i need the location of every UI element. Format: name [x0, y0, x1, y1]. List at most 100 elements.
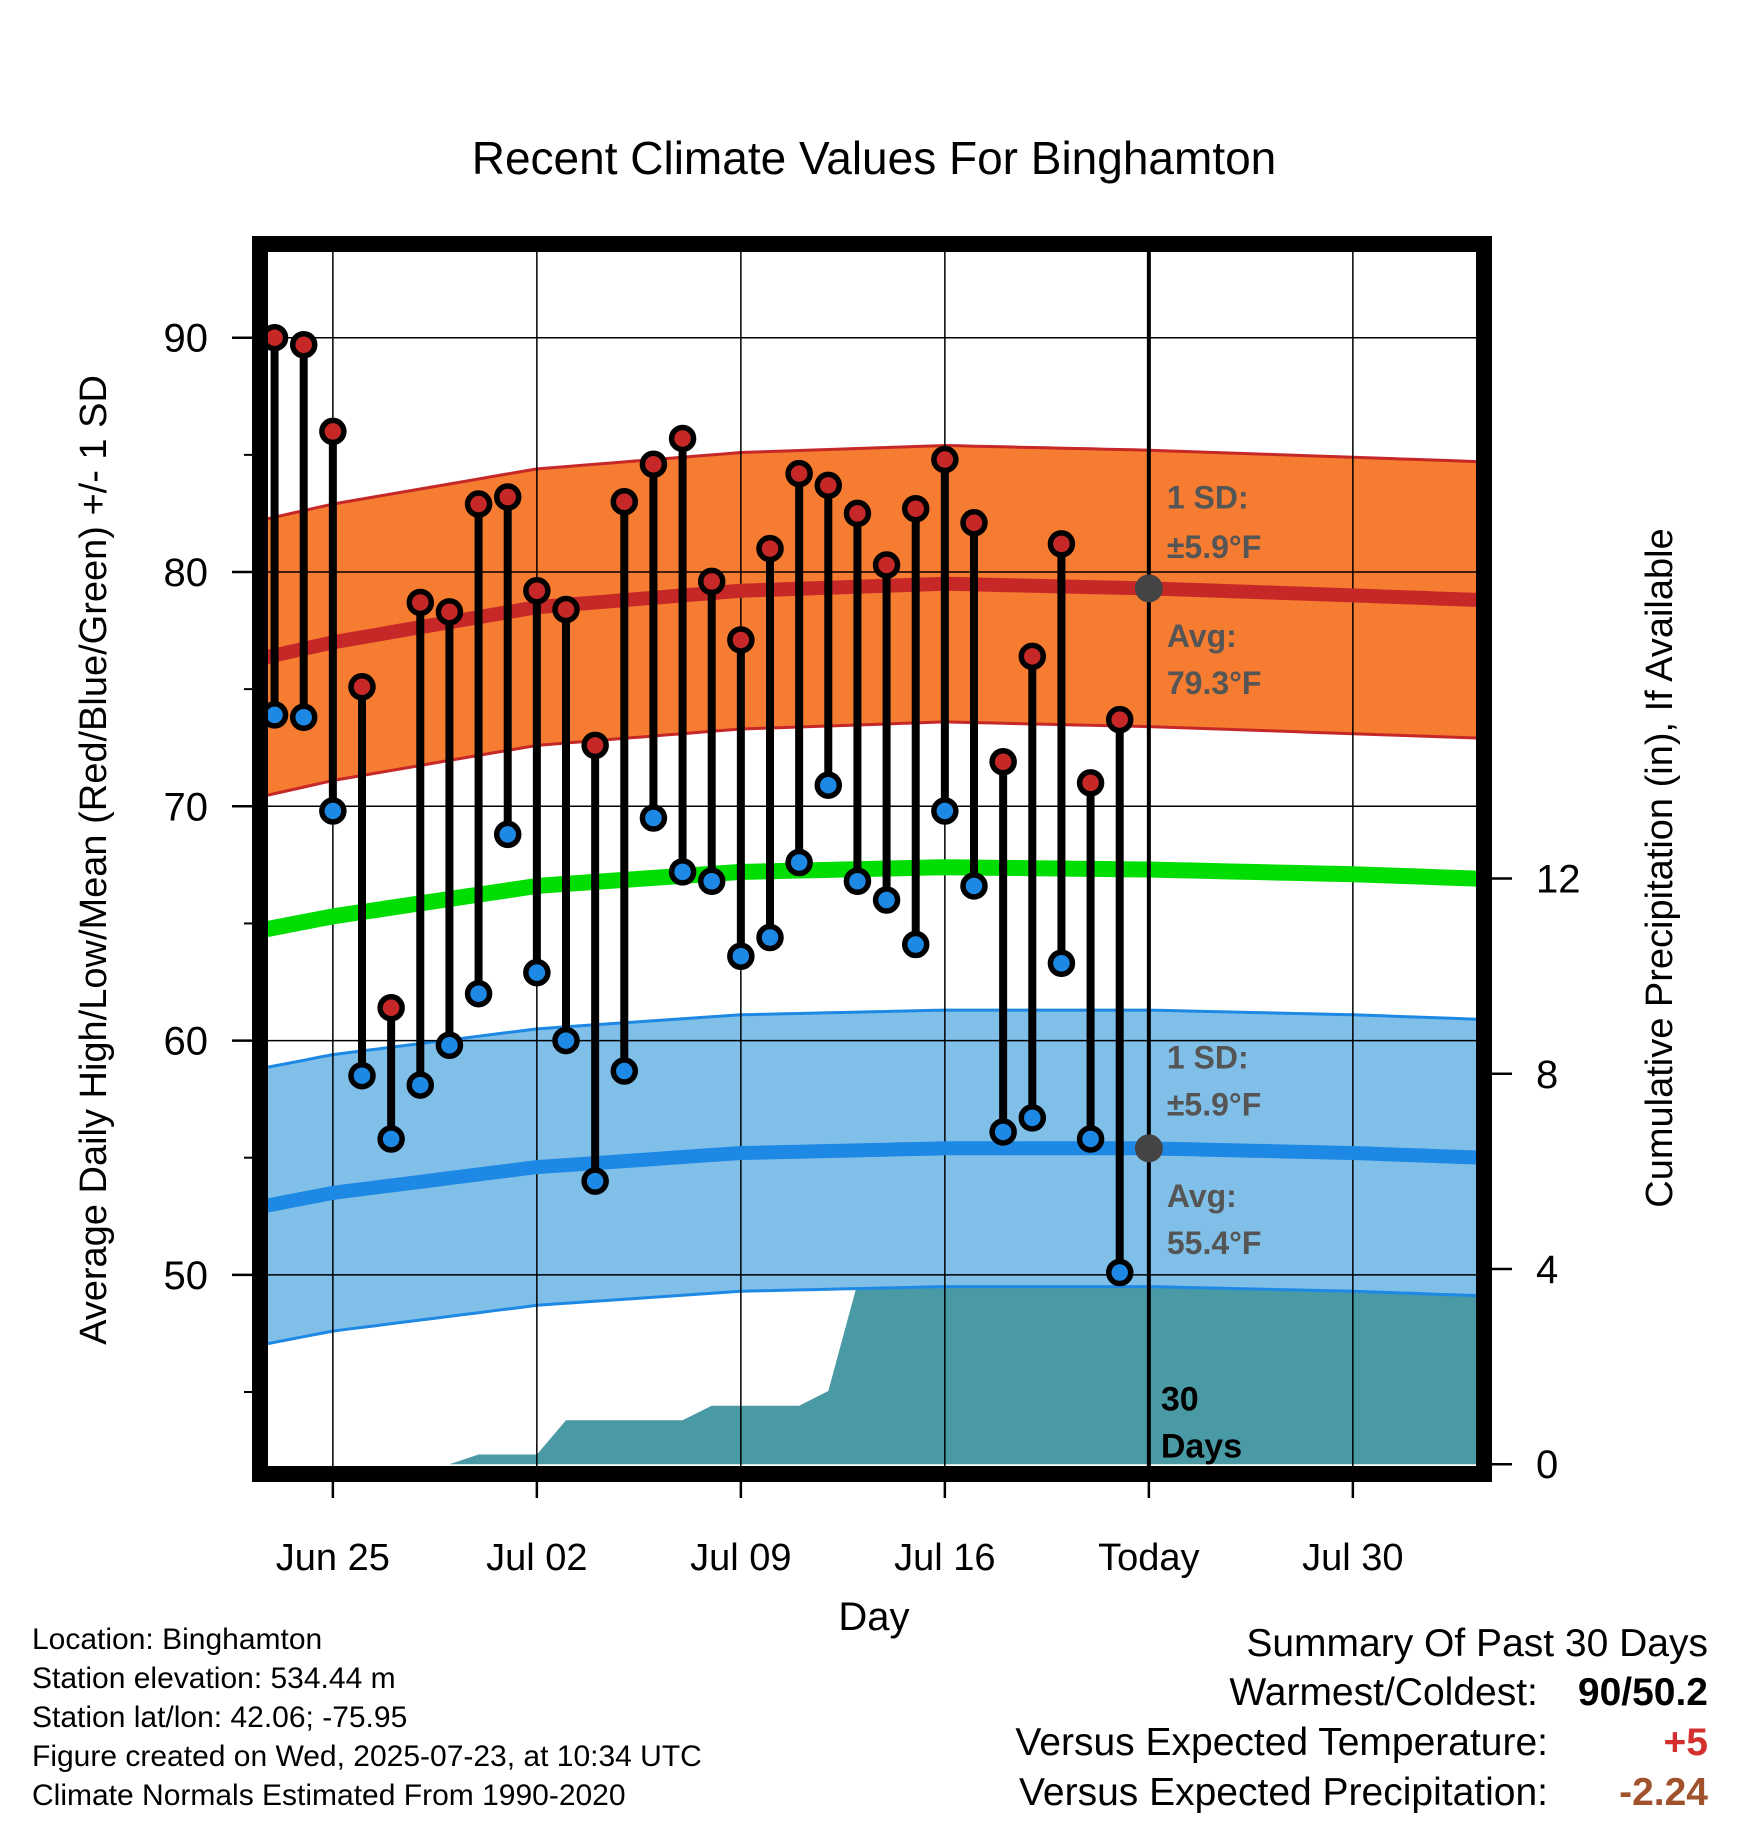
latlon-text: Station lat/lon: 42.06; -75.95 [32, 1701, 408, 1734]
daily-low-point-3 [348, 1061, 376, 1090]
summary-title: Summary Of Past 30 Days [1246, 1622, 1708, 1665]
low-sd-band [260, 1010, 1484, 1346]
daily-high-point-6 [435, 598, 464, 626]
daily-low-point-26 [1018, 1104, 1047, 1132]
daily-low-point-11 [581, 1167, 609, 1195]
daily-low-point-16 [727, 942, 755, 970]
y-axis-label: Average Daily High/Low/Mean (Red/Blue/Gr… [73, 375, 115, 1345]
high-band-lower-edge [260, 720, 1484, 799]
precip-days-label-2: Days [1161, 1428, 1242, 1466]
x-tick-label-2: Jul 09 [690, 1537, 791, 1579]
daily-high-point-24 [960, 509, 988, 537]
plot-content [260, 244, 1484, 1474]
normal-low-line [260, 1141, 1484, 1214]
daily-high-point-23 [931, 445, 959, 474]
daily-high-point-29 [1105, 705, 1134, 734]
y2-tick-label-2: 8 [1536, 1053, 1558, 1097]
daily-low-point-13 [639, 804, 668, 832]
station-info: Location: Binghamton Station elevation: … [32, 1620, 702, 1815]
daily-high-point-10 [552, 595, 580, 624]
x-axis-label: Day [838, 1595, 909, 1639]
daily-high-point-15 [697, 567, 726, 596]
normal-mean-line [260, 859, 1484, 939]
warmest-value: 90/50.2 [1577, 1671, 1708, 1714]
low-sd-value: ±5.9°F [1167, 1087, 1261, 1123]
summary-precip-row: Versus Expected Precipitation: -2.24 [1015, 1768, 1708, 1818]
low-sd-label: 1 SD: [1167, 1040, 1249, 1076]
daily-low-point-7 [464, 979, 493, 1008]
daily-high-point-16 [727, 626, 755, 654]
summary-temp-row: Versus Expected Temperature: +5 [1015, 1718, 1708, 1768]
y-tick-label-2: 70 [164, 785, 209, 829]
high-avg-label: Avg: [1167, 618, 1237, 654]
y-tick-label-1: 60 [164, 1020, 209, 1064]
y-tick-label-3: 80 [164, 551, 209, 595]
daily-high-point-20 [843, 499, 872, 528]
y2-tick-label-0: 0 [1536, 1443, 1558, 1487]
daily-high-point-27 [1047, 530, 1076, 558]
low-band-upper-edge [260, 1008, 1484, 1071]
daily-low-point-8 [493, 820, 522, 849]
daily-low-point-10 [552, 1026, 580, 1055]
daily-low-point-9 [523, 958, 551, 987]
daily-low-point-21 [872, 886, 901, 914]
normals-text: Climate Normals Estimated From 1990-2020 [32, 1779, 626, 1812]
daily-high-point-11 [581, 731, 609, 760]
y2-axis-label: Cumulative Precipitation (in), If Availa… [1639, 528, 1681, 1207]
daily-high-point-4 [377, 994, 405, 1022]
daily-high-point-22 [901, 494, 930, 523]
normal-high-line [260, 576, 1484, 666]
precip-area [260, 1259, 1484, 1465]
precip-label: Versus Expected Precipitation: [1019, 1771, 1548, 1814]
daily-high-point-25 [989, 748, 1017, 776]
today-high-normal-dot [1134, 574, 1163, 603]
low-avg-label: Avg: [1167, 1178, 1237, 1214]
warmest-label: Warmest/Coldest: [1229, 1671, 1538, 1714]
daily-high-point-13 [639, 450, 668, 478]
precip-value: -2.24 [1619, 1771, 1708, 1814]
daily-low-point-25 [989, 1118, 1017, 1146]
daily-low-point-12 [610, 1057, 639, 1085]
daily-high-point-12 [610, 487, 639, 516]
daily-low-point-28 [1076, 1125, 1105, 1153]
chart-title: Recent Climate Values For Binghamton [472, 132, 1277, 184]
low-band-lower-edge [260, 1285, 1484, 1347]
high-sd-value: ±5.9°F [1167, 529, 1261, 565]
precip-days-label: 30 [1161, 1381, 1199, 1419]
daily-low-point-18 [785, 848, 813, 877]
x-tick-label-1: Jul 02 [486, 1537, 587, 1579]
daily-high-point-2 [319, 417, 347, 446]
daily-low-point-19 [814, 771, 843, 799]
daily-high-point-18 [785, 459, 813, 488]
summary-warmest-row: Warmest/Coldest: 90/50.2 [1015, 1668, 1708, 1718]
daily-low-point-1 [289, 703, 318, 732]
plot-frame [252, 236, 1492, 1482]
x-tick-label-0: Jun 25 [276, 1537, 390, 1579]
x-tick-label-5: Jul 30 [1302, 1537, 1403, 1579]
x-tick-label-4: Today [1098, 1537, 1199, 1579]
daily-high-point-28 [1076, 769, 1105, 797]
summary-panel: Summary Of Past 30 Days Warmest/Coldest:… [1015, 1620, 1708, 1818]
daily-low-point-4 [377, 1125, 405, 1153]
y-tick-label-4: 90 [164, 317, 209, 361]
temp-value: +5 [1663, 1721, 1708, 1764]
daily-high-point-3 [348, 673, 376, 701]
high-sd-label: 1 SD: [1167, 480, 1249, 516]
daily-low-point-24 [960, 872, 988, 900]
y2-tick-label-3: 12 [1536, 858, 1581, 902]
elevation-text: Station elevation: 534.44 m [32, 1662, 396, 1695]
daily-low-point-5 [406, 1071, 435, 1099]
daily-low-point-17 [756, 923, 784, 952]
temp-label: Versus Expected Temperature: [1015, 1721, 1548, 1764]
high-band-upper-edge [260, 443, 1484, 522]
daily-low-point-27 [1047, 949, 1076, 978]
daily-high-point-14 [668, 424, 697, 453]
daily-low-point-15 [697, 867, 726, 896]
daily-high-point-1 [289, 330, 318, 359]
daily-high-point-9 [523, 576, 551, 605]
daily-high-point-19 [814, 471, 843, 500]
daily-high-point-8 [493, 483, 522, 511]
high-avg-value: 79.3°F [1167, 665, 1262, 701]
today-low-normal-dot [1134, 1134, 1163, 1163]
